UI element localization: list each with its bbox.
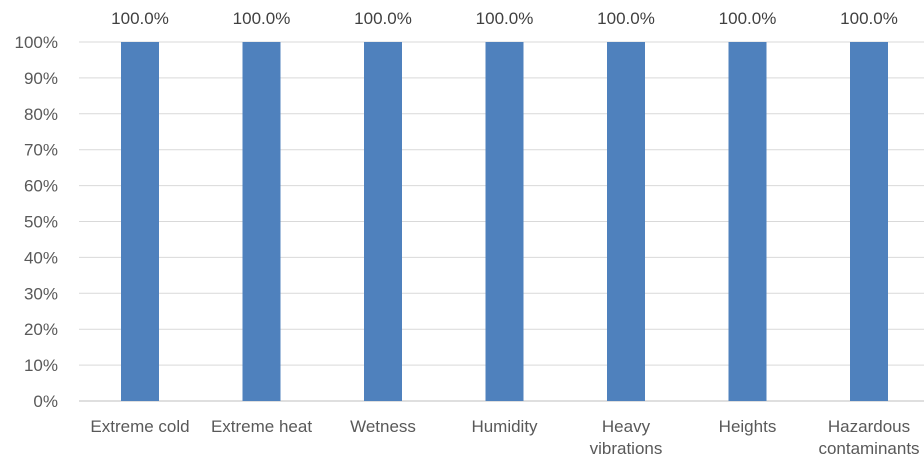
bar bbox=[485, 42, 524, 401]
bar bbox=[242, 42, 281, 401]
category-label: contaminants bbox=[818, 439, 919, 458]
data-label: 100.0% bbox=[476, 9, 534, 28]
category-label: Hazardous bbox=[828, 417, 910, 436]
y-tick-label: 50% bbox=[24, 213, 58, 232]
category-label: Extreme heat bbox=[211, 417, 312, 436]
category-label: vibrations bbox=[590, 439, 663, 458]
data-label: 100.0% bbox=[719, 9, 777, 28]
category-label: Extreme cold bbox=[90, 417, 189, 436]
y-tick-label: 20% bbox=[24, 320, 58, 339]
bar bbox=[728, 42, 767, 401]
bar bbox=[364, 42, 402, 401]
y-tick-label: 80% bbox=[24, 105, 58, 124]
data-label: 100.0% bbox=[233, 9, 291, 28]
bar bbox=[850, 42, 888, 401]
category-label: Humidity bbox=[471, 417, 538, 436]
category-label: Heights bbox=[719, 417, 777, 436]
category-label: Heavy bbox=[602, 417, 651, 436]
data-label: 100.0% bbox=[597, 9, 655, 28]
y-tick-label: 30% bbox=[24, 284, 58, 303]
y-tick-label: 0% bbox=[33, 392, 58, 411]
data-label: 100.0% bbox=[354, 9, 412, 28]
y-tick-label: 60% bbox=[24, 177, 58, 196]
bar bbox=[121, 42, 159, 401]
data-label: 100.0% bbox=[840, 9, 898, 28]
y-tick-label: 90% bbox=[24, 69, 58, 88]
data-label: 100.0% bbox=[111, 9, 169, 28]
y-tick-label: 40% bbox=[24, 248, 58, 267]
y-tick-label: 10% bbox=[24, 356, 58, 375]
y-tick-label: 100% bbox=[15, 33, 58, 52]
y-tick-label: 70% bbox=[24, 141, 58, 160]
bar bbox=[607, 42, 645, 401]
category-label: Wetness bbox=[350, 417, 416, 436]
